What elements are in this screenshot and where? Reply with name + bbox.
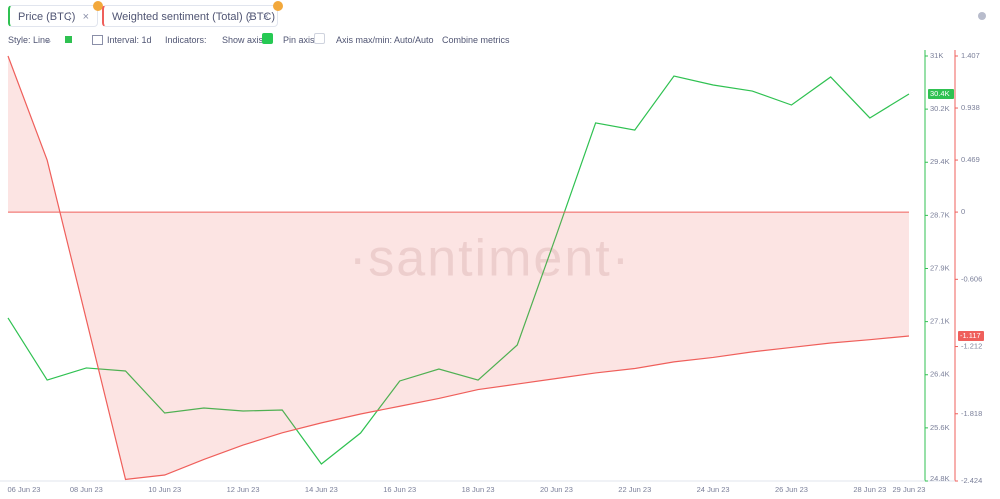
series-line xyxy=(7,75,910,465)
y2-tick-label: 0 xyxy=(961,207,965,216)
x-tick-label: 24 Jun 23 xyxy=(697,485,730,494)
interval-select[interactable]: Interval: 1d xyxy=(107,35,152,45)
show-axis-label: Show axis xyxy=(222,35,264,45)
y-tick-label: 24.8K xyxy=(930,474,950,483)
x-tick-label: 08 Jun 23 xyxy=(70,485,103,494)
x-tick-label: 18 Jun 23 xyxy=(462,485,495,494)
badge xyxy=(93,1,103,11)
axis-minmax-select[interactable]: Axis max/min: Auto/Auto xyxy=(336,35,434,45)
y2-tick-label: 0.469 xyxy=(961,155,980,164)
y2-tick-label: -2.424 xyxy=(961,476,982,485)
combine-metrics[interactable]: Combine metrics xyxy=(442,35,510,45)
x-tick-label: 29 Jun 23 xyxy=(893,485,926,494)
close-icon[interactable]: × xyxy=(262,11,269,23)
chevron: ⌄ xyxy=(45,35,53,45)
tab-label: Weighted sentiment (Total) (BTC) xyxy=(112,11,276,23)
calendar-icon xyxy=(92,35,103,45)
y2-tick-label: -0.606 xyxy=(961,274,982,283)
last-value-label: -1.117 xyxy=(960,331,981,340)
area xyxy=(8,56,909,480)
x-tick-label: 16 Jun 23 xyxy=(383,485,416,494)
last-value-label: 30.4K xyxy=(930,89,950,98)
badge xyxy=(273,1,283,11)
x-tick-label: 22 Jun 23 xyxy=(618,485,651,494)
y2-tick-label: 0.938 xyxy=(961,103,980,112)
x-tick-label: 14 Jun 23 xyxy=(305,485,338,494)
y-tick-label: 27.9K xyxy=(930,263,950,272)
x-tick-label: 10 Jun 23 xyxy=(148,485,181,494)
series-line xyxy=(7,55,910,481)
y-tick-label: 29.4K xyxy=(930,157,950,166)
watermark: ·santiment· xyxy=(349,230,631,288)
x-tick-label: 20 Jun 23 xyxy=(540,485,573,494)
x-tick-label: 12 Jun 23 xyxy=(227,485,260,494)
last-value-badge xyxy=(958,331,984,342)
show-axis-checkbox[interactable] xyxy=(262,33,273,44)
x-tick-label: 26 Jun 23 xyxy=(775,485,808,494)
y-tick-label: 30.2K xyxy=(930,104,950,113)
y-tick-label: 26.4K xyxy=(930,370,950,379)
menu-icon[interactable]: ⋮ xyxy=(64,11,75,23)
style-select[interactable]: Style: Line xyxy=(8,35,51,45)
y2-tick-label: 1.407 xyxy=(961,51,980,60)
last-value-badge xyxy=(928,88,954,99)
y-tick-label: 25.6K xyxy=(930,423,950,432)
indicators-select[interactable]: Indicators: xyxy=(165,35,207,45)
metric-tab[interactable]: Weighted sentiment (Total) (BTC) ⋮ × xyxy=(102,1,283,27)
y2-tick-label: -1.212 xyxy=(961,342,982,351)
header: Price (BTC) ⋮ × Weighted sentiment (Total… xyxy=(0,0,1000,60)
color-picker[interactable] xyxy=(65,36,72,43)
pin-axis-label: Pin axis xyxy=(283,35,315,45)
y-tick-label: 27.1K xyxy=(930,317,950,326)
x-tick-label: 06 Jun 23 xyxy=(8,485,41,494)
settings-icon[interactable] xyxy=(978,12,986,20)
x-tick-label: 28 Jun 23 xyxy=(853,485,886,494)
pin-axis-checkbox[interactable] xyxy=(314,33,325,44)
tab-label: Price (BTC) xyxy=(18,11,76,23)
y-tick-label: 28.7K xyxy=(930,210,950,219)
metric-tab[interactable]: Price (BTC) ⋮ × xyxy=(8,1,103,27)
close-icon[interactable]: × xyxy=(82,11,89,23)
y2-tick-label: -1.818 xyxy=(961,409,982,418)
y-tick-label: 31K xyxy=(930,51,943,60)
menu-icon[interactable]: ⋮ xyxy=(244,11,255,23)
